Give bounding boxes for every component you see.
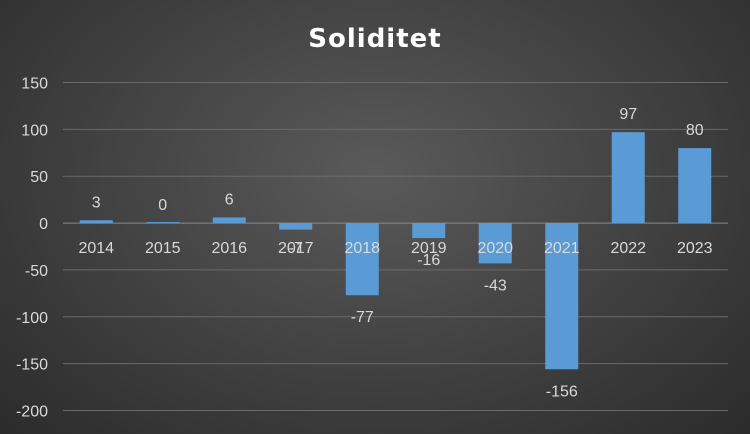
y-tick-label: 150: [21, 76, 48, 93]
bar: [345, 223, 379, 296]
x-category-label: 2017: [278, 240, 314, 257]
y-tick-label: -50: [25, 263, 48, 280]
y-tick-label: 100: [21, 122, 48, 139]
bar: [611, 132, 645, 224]
bar: [279, 223, 313, 230]
bars: [79, 132, 712, 370]
x-category-label: 2015: [145, 240, 181, 257]
data-label: 0: [158, 197, 167, 214]
data-label: 97: [619, 106, 637, 123]
x-category-label: 2014: [78, 240, 114, 257]
x-category-label: 2019: [411, 240, 447, 257]
y-tick-label: -150: [16, 357, 48, 374]
bar: [212, 217, 246, 224]
bar: [412, 223, 446, 239]
bar: [678, 148, 712, 224]
y-tick-label: 0: [39, 216, 48, 233]
data-label: 3: [92, 194, 101, 211]
x-category-label: 2022: [610, 240, 646, 257]
x-category-label: 2021: [544, 240, 580, 257]
x-category-label: 2023: [677, 240, 713, 257]
y-tick-label: 50: [30, 169, 48, 186]
x-axis-labels: 2014 2015 2016 2017 2018 2019 2020 2021 2022 2023: [78, 240, 712, 257]
data-label: 80: [686, 122, 704, 139]
y-tick-label: -100: [16, 310, 48, 327]
y-tick-label: -200: [16, 404, 48, 421]
data-label: -156: [546, 383, 578, 400]
bar: [545, 223, 579, 370]
x-category-label: 2016: [211, 240, 247, 257]
data-label: -7: [289, 240, 303, 257]
data-label: -77: [351, 309, 374, 326]
data-label: 6: [225, 191, 234, 208]
data-labels: 3 0 6 -7 -77 -16 -43 -156 97 80: [92, 106, 704, 400]
data-label: -16: [417, 252, 440, 269]
x-category-label: 2020: [477, 240, 513, 257]
x-category-label: 2018: [344, 240, 380, 257]
bar: [146, 222, 180, 224]
bar: [478, 223, 512, 264]
chart-title: Soliditet: [308, 24, 441, 54]
data-label: -43: [484, 277, 507, 294]
y-axis-ticks: 150 100 50 0 -50 -100 -150 -200: [16, 76, 48, 421]
bar: [79, 220, 113, 224]
